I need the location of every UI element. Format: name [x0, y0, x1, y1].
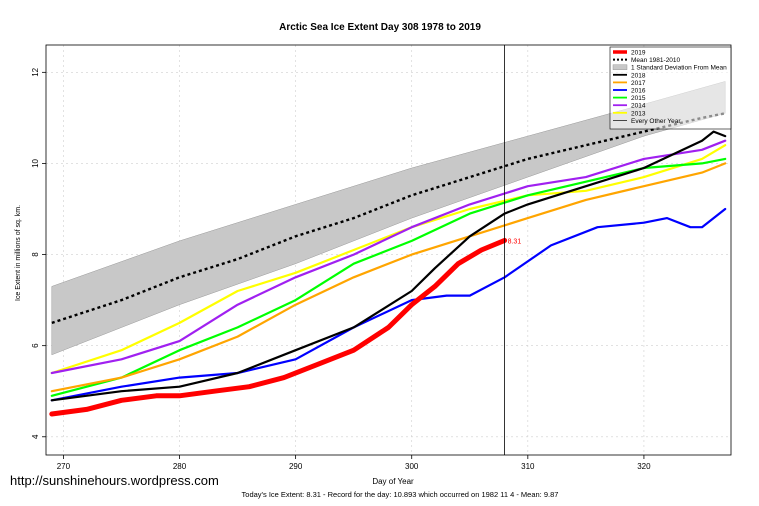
current-value-label: 8.31	[508, 238, 522, 245]
legend-label: 1 Standard Deviation From Mean	[631, 65, 727, 72]
x-tick-label: 300	[405, 462, 419, 471]
legend-label: 2013	[631, 110, 646, 117]
y-tick-label: 6	[31, 343, 40, 348]
series-line-2019	[49, 237, 508, 417]
x-tick-label: 290	[289, 462, 303, 471]
series-line-2016	[50, 207, 727, 402]
footer-text: Today's Ice Extent: 8.31 - Record for th…	[242, 490, 559, 499]
y-tick-label: 12	[31, 67, 40, 76]
legend-box	[609, 46, 732, 130]
x-tick-label: 280	[173, 462, 187, 471]
legend-label: 2017	[631, 80, 646, 87]
y-tick-label: 10	[31, 158, 40, 167]
x-tick-label: 310	[521, 462, 535, 471]
legend-label: 2016	[631, 88, 646, 95]
y-tick-label: 8	[31, 252, 40, 257]
series-line-2014	[50, 139, 727, 375]
plot-frame	[45, 44, 732, 456]
series-line-2018	[50, 130, 727, 402]
series-line-2017	[50, 162, 727, 393]
legend-label: 2014	[631, 103, 646, 110]
legend-label: Every Other Year	[631, 118, 681, 125]
x-tick-label: 270	[57, 462, 71, 471]
x-tick-label: 320	[637, 462, 651, 471]
legend-label: 2015	[631, 95, 646, 102]
y-tick-label: 4	[31, 434, 40, 439]
watermark-text: http://sunshinehours.wordpress.com	[10, 473, 219, 488]
legend-label: 2018	[631, 72, 646, 79]
legend-swatch	[612, 64, 628, 70]
x-axis-label: Day of Year	[372, 477, 414, 486]
chart-title: Arctic Sea Ice Extent Day 308 1978 to 20…	[279, 22, 481, 33]
legend-label: Mean 1981-2010	[631, 57, 681, 64]
y-axis-label: Ice Extent in millions of sq. km.	[15, 205, 22, 301]
legend-label: 2019	[631, 50, 646, 57]
